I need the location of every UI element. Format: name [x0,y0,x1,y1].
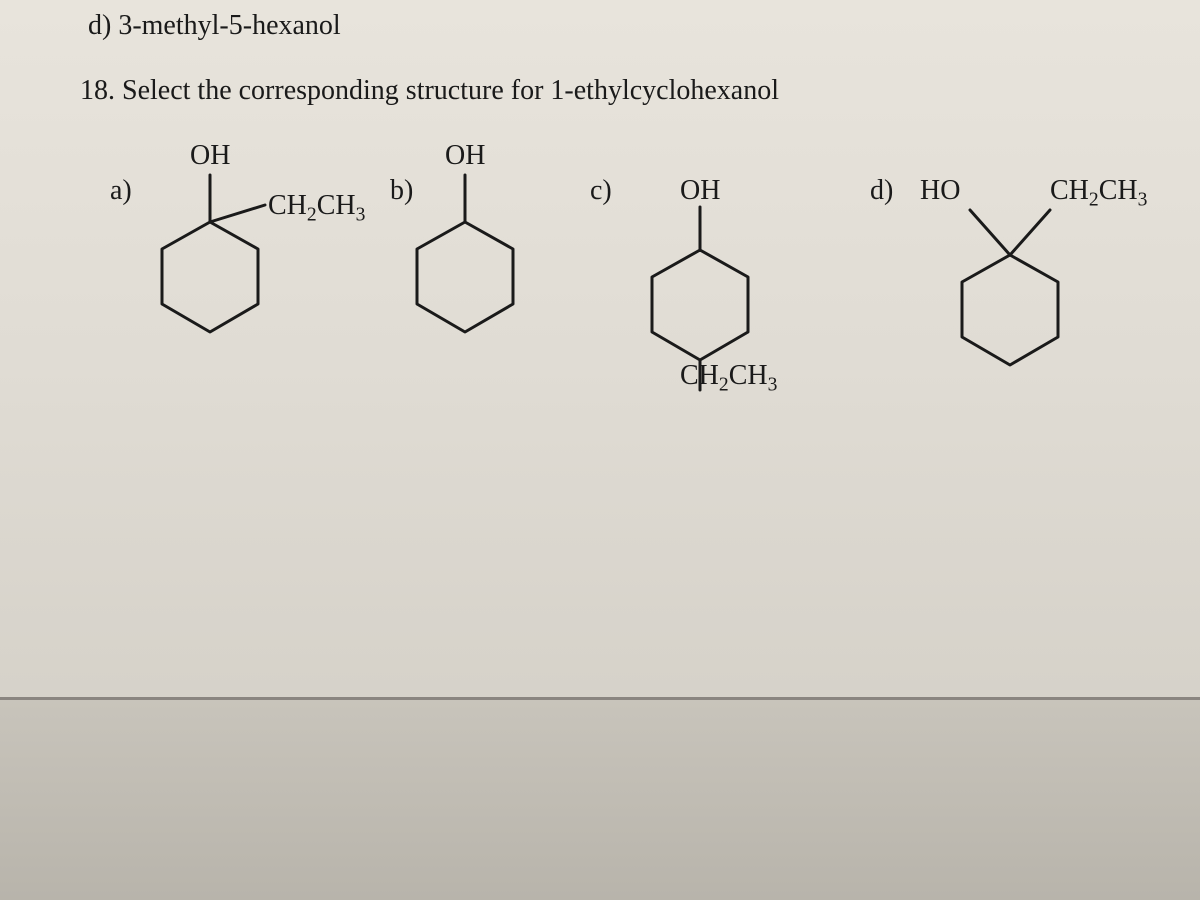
option-b-structure [400,160,560,360]
question-18: 18. Select the corresponding structure f… [80,75,779,107]
prev-option-d: d) 3-methyl-5-hexanol [88,10,341,42]
page-background: d) 3-methyl-5-hexanol 18. Select the cor… [0,0,1200,900]
option-c-label: c) [590,175,612,207]
question-number: 18. [80,75,115,106]
option-c-structure [630,195,790,395]
question-text: Select the corresponding structure for 1… [122,75,779,106]
option-d-structure [940,195,1140,395]
option-a-structure [120,160,380,360]
page-stack [0,700,1200,900]
option-d-label: d) [870,175,893,207]
